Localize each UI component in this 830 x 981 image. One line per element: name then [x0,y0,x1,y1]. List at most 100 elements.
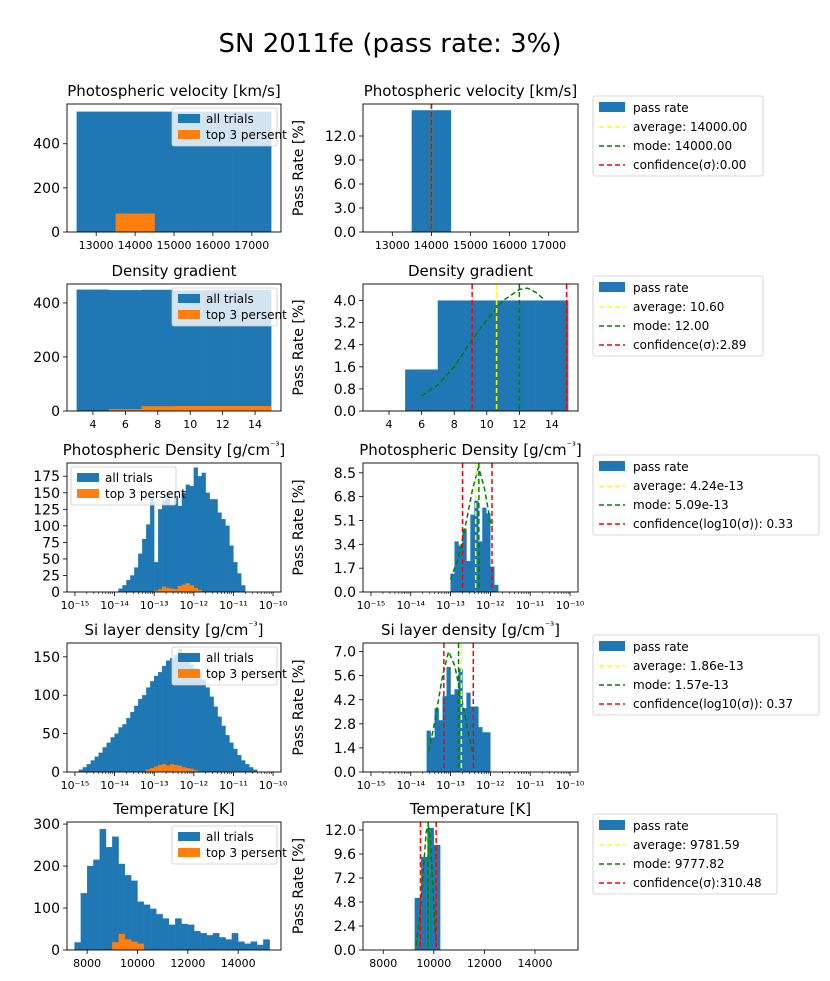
all-trials-bar [124,875,132,951]
y-tick-label: 300 [33,817,60,833]
x-tick-label: 10⁻¹⁵ [61,599,90,612]
legend-label: all trials [206,292,254,306]
legend-label: pass rate [633,640,689,654]
legend-swatch [599,641,625,651]
y-tick-label: 5.6 [334,669,356,685]
y-tick-label: 400 [33,137,60,153]
all-trials-bar [118,727,123,773]
top-percent-bar [185,768,191,773]
x-tick-label: 10⁻¹³ [436,779,465,792]
x-tick-label: 10⁻¹³ [436,599,465,612]
top-percent-bar [185,583,191,593]
subplot-title: Photospheric velocity [km/s] [67,82,280,100]
all-trials-bar [122,585,127,593]
all-trials-bar [86,764,91,773]
all-trials-bar [205,687,210,773]
all-trials-bar [142,695,147,773]
all-trials-bar [106,742,111,773]
all-trials-bar [93,859,100,951]
left-panel-3: 10⁻¹⁵ 10⁻¹⁴ 10⁻¹³ 10⁻¹² 10⁻¹¹ 10⁻¹⁰ 0 50 100 150 S… [33,621,288,792]
legend-box [592,95,764,177]
y-tick-label: 0.0 [334,404,356,420]
y-tick-label: 6.8 [334,490,356,506]
all-trials-bar [137,901,144,951]
y-tick-label: 200 [33,181,60,197]
legend-swatch [599,282,625,292]
all-trials-bar [143,904,151,951]
all-trials-bar [187,924,195,951]
all-trials-bar [112,836,119,951]
x-tick-label: 10⁻¹⁰ [259,599,288,612]
right-panel-3: 10⁻¹⁵ 10⁻¹⁴ 10⁻¹³ 10⁻¹² 10⁻¹¹ 10⁻¹⁰ 0.0 1.4 2.8 4… [291,621,820,792]
top-percent-bar [118,933,126,951]
legend: all trials top 3 persent [70,466,186,506]
legend-label: confidence(σ):310.48 [633,876,762,890]
legend-swatch [178,130,200,139]
top-percent-bar [141,406,175,412]
all-trials-bar [217,716,222,773]
y-tick-label: 3.0 [334,201,356,217]
all-trials-bar [156,914,163,951]
all-trials-bar [193,930,201,951]
all-trials-bar [169,504,175,593]
all-trials-bar [90,760,95,773]
y-tick-label: 1.7 [334,561,356,577]
legend-box [592,813,778,895]
pass-rate-bar [446,666,451,773]
all-trials-bar [237,573,242,593]
y-tick-label: 50 [42,727,60,743]
y-tick-label: 150 [33,486,60,502]
top-percent-bar [173,764,179,773]
all-trials-bar [229,742,234,773]
y-tick-label: 1.4 [334,741,356,757]
legend-label: all trials [206,112,254,126]
all-trials-bar [181,492,187,593]
all-trials-bar [157,672,163,773]
subplot-title: Density gradient [408,262,533,280]
legend-swatch [599,820,625,830]
legend-swatch [599,102,625,112]
y-tick-label: 9.6 [334,847,356,863]
y-tick-label: 400 [33,296,60,312]
legend-label: mode: 12.00 [633,319,709,333]
legend-label: all trials [206,830,254,844]
axes-frame [66,821,282,951]
x-tick-label: 12 [216,418,230,431]
subplot-title: Si layer density [g/cm⁻³] [381,621,560,639]
x-tick-label: 10⁻¹⁰ [259,779,288,792]
y-axis-label: Pass Rate [%] [291,299,307,395]
x-tick-label: 10000 [120,957,155,970]
legend-label: top 3 persent [206,667,287,681]
y-tick-label: 100 [33,901,60,917]
all-trials-bar [168,924,176,951]
y-tick-label: 100 [33,688,60,704]
x-tick-label: 14000 [518,957,553,970]
x-tick-label: 12000 [170,957,205,970]
all-trials-bar [221,519,226,593]
legend-label: average: 14000.00 [633,120,747,134]
y-axis-label: Pass Rate [%] [291,120,307,216]
y-axis-label: Pass Rate [%] [291,838,307,934]
x-tick-label: 16000 [195,239,230,252]
all-trials-bar [131,880,138,951]
x-tick-label: 12 [512,418,526,431]
x-tick-label: 17000 [234,239,269,252]
legend-label: all trials [105,471,153,485]
all-trials-bar [161,665,167,773]
all-trials-bar [185,484,191,593]
pass-rate-bar [437,300,471,412]
all-trials-bar [197,476,202,593]
all-trials-bar [110,737,115,773]
all-trials-bar [114,733,119,773]
legend-label: mode: 1.57e-13 [633,678,729,692]
all-trials-bar [233,748,238,773]
x-tick-label: 4 [386,418,393,431]
top-percent-bar [189,768,194,773]
pass-rate-bar [405,369,439,412]
all-trials-bar [146,524,151,593]
y-tick-label: 0 [51,765,60,781]
x-tick-label: 8 [451,418,458,431]
all-trials-bar [138,553,143,593]
all-trials-bar [209,696,214,773]
pass-rate-bar [433,844,441,951]
